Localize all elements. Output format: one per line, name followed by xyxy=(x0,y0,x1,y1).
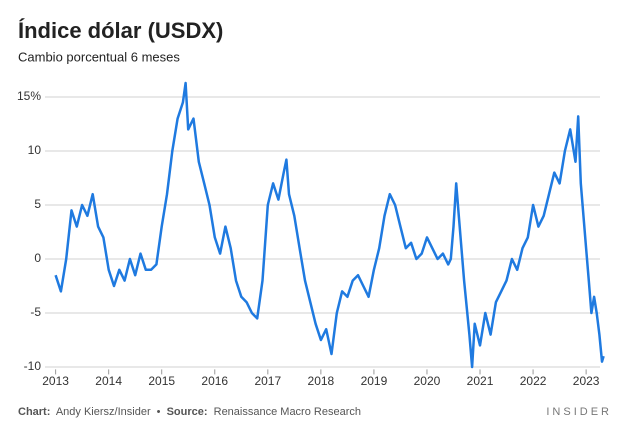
x-tick-label: 2020 xyxy=(414,374,441,388)
x-tick-label: 2022 xyxy=(520,374,547,388)
y-tick-label: -10 xyxy=(24,359,42,373)
x-tick-label: 2021 xyxy=(467,374,494,388)
y-tick-label: 5 xyxy=(34,197,41,211)
y-tick-label: -5 xyxy=(30,305,41,319)
separator: • xyxy=(157,406,161,418)
chart-title: Índice dólar (USDX) xyxy=(18,18,223,43)
y-tick-label: 10 xyxy=(28,143,42,157)
footer: Chart: Andy Kiersz/Insider • Source: Ren… xyxy=(18,406,361,418)
data-line xyxy=(54,81,605,369)
source-label: Source: xyxy=(167,406,208,418)
y-tick-label: 15% xyxy=(17,89,41,103)
y-tick-label: 0 xyxy=(34,251,41,265)
source: Renaissance Macro Research xyxy=(214,406,361,418)
x-tick-label: 2023 xyxy=(573,374,600,388)
credit: Andy Kiersz/Insider xyxy=(56,406,151,418)
x-tick-label: 2014 xyxy=(95,374,122,388)
credit-label: Chart: xyxy=(18,406,50,418)
x-tick-label: 2017 xyxy=(254,374,281,388)
chart-subtitle: Cambio porcentual 6 meses xyxy=(18,49,180,64)
x-tick-label: 2016 xyxy=(201,374,228,388)
brand: INSIDER xyxy=(546,406,612,418)
x-tick-label: 2019 xyxy=(361,374,388,388)
x-tick-label: 2015 xyxy=(148,374,175,388)
x-tick-label: 2013 xyxy=(42,374,69,388)
x-tick-label: 2018 xyxy=(308,374,335,388)
